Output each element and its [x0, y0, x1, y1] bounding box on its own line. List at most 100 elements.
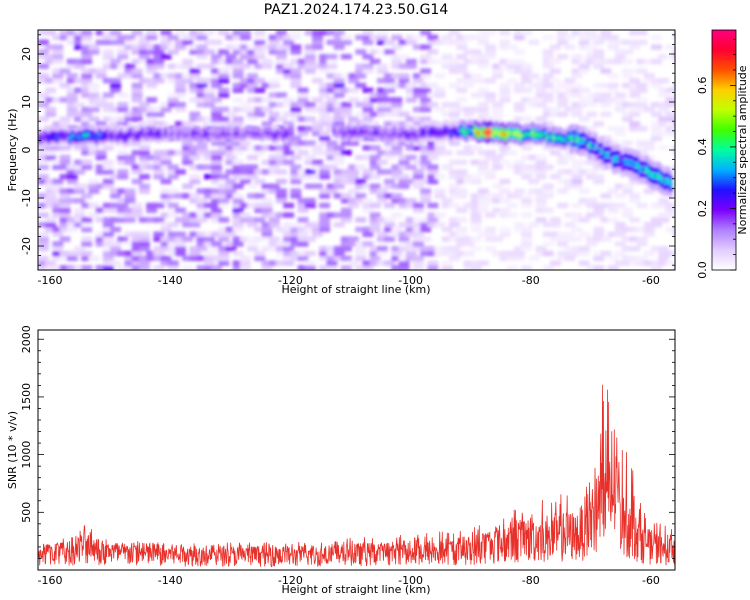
heatmap-cell — [384, 87, 395, 93]
heatmap-signal-cell — [194, 133, 198, 139]
heatmap-cell — [218, 30, 230, 36]
heatmap-signal-cell — [521, 128, 526, 134]
heatmap-signal-cell — [62, 135, 66, 142]
heatmap-signal-cell — [482, 132, 487, 138]
heatmap-cell — [45, 202, 57, 209]
heatmap-cell — [643, 154, 655, 161]
heatmap-signal-cell — [350, 129, 355, 135]
heatmap-cell — [124, 154, 136, 161]
heatmap-signal-cell — [44, 129, 48, 135]
heatmap-signal-cell — [236, 133, 240, 139]
heatmap-signal-cell — [56, 134, 60, 140]
heatmap-cell — [276, 102, 287, 108]
heatmap-cell — [340, 87, 352, 93]
heatmap-signal-cell — [548, 130, 553, 136]
heatmap-cell — [203, 260, 215, 266]
heatmap-cell — [391, 44, 403, 50]
heatmap-cell — [88, 106, 100, 113]
heatmap-signal-cell — [626, 148, 631, 154]
heatmap-signal-cell — [578, 133, 583, 139]
heatmap-signal-cell — [503, 124, 508, 130]
heatmap-signal-cell — [572, 135, 577, 141]
heatmap-cell — [239, 202, 251, 209]
heatmap-cell — [196, 63, 208, 69]
heatmap-signal-cell — [620, 154, 625, 160]
heatmap-signal-cell — [41, 134, 45, 140]
heatmap-cell — [312, 34, 323, 41]
heatmap-signal-cell — [533, 128, 538, 134]
heatmap-cell — [413, 44, 424, 50]
heatmap-cell — [139, 34, 150, 41]
heatmap-signal-cell — [413, 131, 418, 138]
heatmap-cell — [449, 236, 460, 242]
heatmap-cell — [74, 183, 85, 189]
heatmap-signal-cell — [515, 133, 520, 139]
heatmap-cell — [319, 121, 331, 127]
heatmap-signal-cell — [446, 120, 451, 126]
heatmap-cell — [348, 116, 359, 122]
heatmap-cell — [102, 30, 114, 36]
heatmap-cell — [586, 49, 597, 55]
heatmap-signal-cell — [660, 182, 664, 188]
heatmap-signal-cell — [38, 138, 42, 145]
heatmap-cell — [614, 97, 626, 103]
heatmap-signal-cell — [77, 137, 81, 143]
heatmap-cell — [405, 178, 417, 185]
heatmap-signal-cell — [122, 130, 126, 136]
heatmap-cell — [535, 193, 547, 199]
heatmap-cell — [45, 188, 57, 194]
heatmap-cell — [290, 68, 302, 74]
heatmap-cell — [276, 145, 287, 151]
heatmap-cell — [449, 63, 460, 69]
heatmap-cell — [622, 207, 633, 213]
heatmap-cell — [124, 44, 136, 50]
y-tick-label: 500 — [20, 502, 33, 523]
heatmap-cell — [81, 111, 93, 117]
heatmap-signal-cell — [125, 133, 129, 140]
heatmap-cell — [290, 34, 302, 41]
heatmap-cell — [362, 111, 374, 117]
heatmap-cell — [326, 265, 338, 270]
heatmap-signal-cell — [602, 140, 607, 147]
heatmap-signal-cell — [611, 168, 616, 174]
heatmap-cell — [477, 92, 489, 98]
heatmap-cell — [535, 87, 547, 93]
heatmap-cell — [196, 78, 208, 84]
heatmap-cell — [59, 207, 71, 213]
heatmap-signal-cell — [660, 188, 664, 194]
heatmap-cell — [276, 169, 287, 175]
heatmap-signal-cell — [587, 148, 592, 154]
heatmap-signal-cell — [584, 133, 589, 140]
heatmap-signal-cell — [470, 134, 475, 140]
heatmap-cell — [74, 169, 85, 175]
heatmap-cell — [470, 54, 482, 60]
heatmap-cell — [52, 188, 64, 194]
heatmap-signal-cell — [666, 172, 670, 178]
heatmap-cell — [290, 111, 302, 117]
heatmap-cell — [398, 241, 410, 247]
heatmap-cell — [463, 178, 475, 185]
heatmap-cell — [571, 212, 583, 218]
heatmap-signal-cell — [218, 135, 222, 141]
heatmap-cell — [600, 58, 612, 65]
heatmap-signal-cell — [437, 129, 442, 135]
heatmap-cell — [427, 82, 439, 89]
heatmap-signal-cell — [125, 137, 129, 143]
heatmap-cell — [225, 231, 237, 237]
heatmap-cell — [102, 63, 114, 69]
heatmap-signal-cell — [197, 130, 201, 136]
heatmap-cell — [283, 73, 295, 79]
heatmap-cell — [38, 145, 49, 151]
heatmap-cell — [658, 121, 670, 127]
heatmap-signal-cell — [500, 122, 505, 128]
heatmap-signal-cell — [638, 154, 643, 161]
heatmap-cell — [578, 102, 590, 108]
heatmap-signal-cell — [581, 143, 586, 149]
heatmap-cell — [456, 250, 468, 257]
heatmap-cell — [131, 255, 143, 261]
heatmap-cell — [110, 202, 121, 209]
heatmap-cell — [131, 241, 143, 247]
heatmap-cell — [261, 183, 273, 189]
heatmap-cell — [535, 217, 547, 223]
heatmap-cell — [586, 54, 597, 60]
